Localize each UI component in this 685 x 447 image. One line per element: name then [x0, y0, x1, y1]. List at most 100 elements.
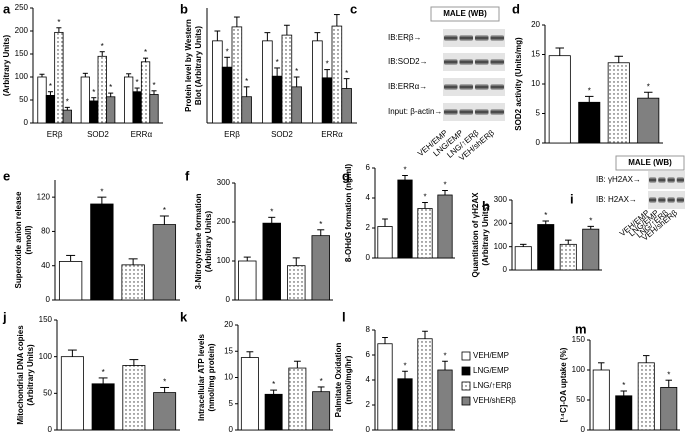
significance-star: * — [226, 47, 229, 56]
y-tick-label: 100 — [15, 72, 29, 81]
x-tick-label: ERRα — [321, 130, 343, 139]
y-tick-label: 300 — [494, 195, 508, 204]
bar — [437, 369, 453, 431]
bar — [377, 226, 393, 259]
bar — [578, 101, 601, 144]
y-tick-label: 0 — [366, 425, 371, 434]
y-tick-label: 6 — [366, 350, 371, 359]
bar — [122, 365, 146, 431]
blot-band — [475, 84, 489, 90]
blot-band — [676, 177, 684, 183]
blot-band — [676, 197, 684, 203]
blot-header-box — [615, 155, 685, 171]
y-tick-label: 8 — [366, 325, 371, 334]
bar — [152, 224, 177, 301]
y-tick-label: 0 — [48, 425, 53, 434]
significance-star: * — [276, 58, 279, 67]
y-tick-label: 10 — [531, 79, 540, 88]
legend-swatch — [461, 351, 471, 361]
x-tick-label: SOD2 — [87, 130, 109, 139]
bar — [397, 179, 413, 259]
bar — [140, 61, 151, 124]
significance-star: * — [102, 368, 105, 377]
bar — [124, 76, 134, 124]
y-axis-title: 3-Nitrotyrosine formation — [194, 193, 203, 289]
y-axis-title: Protein level by Western — [184, 19, 193, 112]
y-tick-label: 50 — [43, 388, 52, 397]
panel-label: l — [342, 309, 346, 324]
bar — [341, 88, 352, 124]
legend-swatch — [461, 396, 471, 406]
y-axis-title: (Arbitrary Units) — [204, 210, 213, 272]
bar — [238, 260, 257, 301]
blot-row-label: IB: H2AX→ — [596, 195, 637, 204]
significance-star: * — [49, 82, 52, 91]
significance-star: * — [622, 381, 625, 390]
bar — [397, 378, 413, 431]
y-tick-label: 5 — [536, 109, 541, 118]
bar — [45, 95, 56, 124]
significance-star: * — [109, 83, 112, 92]
significance-star: * — [647, 82, 650, 91]
y-axis-title: (Arbitrary Units) — [2, 34, 11, 96]
y-tick-label: 150 — [15, 49, 29, 58]
significance-star: * — [295, 67, 298, 76]
significance-star: * — [163, 378, 166, 387]
blot-strip — [648, 171, 685, 189]
bar — [89, 100, 99, 124]
y-tick-label: 2 — [366, 223, 371, 232]
panel-label: c — [350, 1, 357, 16]
significance-star: * — [144, 48, 147, 57]
bar — [288, 367, 307, 431]
significance-star: * — [272, 380, 275, 389]
significance-star: * — [443, 181, 446, 190]
y-tick-label: 50 — [19, 95, 28, 104]
y-tick-label: 200 — [15, 26, 29, 35]
significance-star: * — [163, 206, 166, 215]
y-tick-label: 250 — [15, 3, 29, 12]
blot-row-label: Input: β-actin→ — [388, 107, 442, 116]
significance-star: * — [589, 216, 592, 225]
y-axis-title: Intracellular ATP levels — [197, 333, 206, 421]
blot-band — [490, 59, 504, 65]
blot-strip — [443, 53, 505, 71]
bar — [514, 246, 532, 271]
bar — [90, 203, 114, 301]
bar — [559, 243, 577, 271]
y-tick-label: 0 — [226, 295, 231, 304]
panel-label: k — [180, 309, 188, 324]
legend-label: VEH/shERβ — [473, 396, 516, 405]
bar — [212, 40, 223, 124]
blot-header-box — [430, 6, 500, 22]
x-tick-label: ERβ — [224, 130, 240, 139]
panel-label: f — [185, 168, 190, 183]
bar — [262, 222, 281, 301]
blot-band — [459, 109, 473, 115]
x-tick-label: SOD2 — [271, 130, 293, 139]
bar — [58, 261, 83, 301]
bar — [417, 338, 433, 431]
bar — [221, 66, 233, 124]
y-tick-label: 4 — [366, 375, 371, 384]
y-axis-title: Blot (Arbitrary Units) — [194, 26, 203, 105]
bar — [153, 392, 177, 431]
significance-star: * — [403, 166, 406, 175]
bar — [149, 94, 159, 124]
y-tick-label: 100 — [494, 242, 508, 251]
y-tick-label: 20 — [224, 320, 233, 329]
bar — [660, 386, 678, 431]
significance-star: * — [345, 69, 348, 78]
bar — [241, 96, 252, 124]
x-tick-label: ERβ — [47, 130, 63, 139]
y-axis-title: Quantitation of γH2AX — [471, 192, 480, 278]
blot-band — [667, 177, 675, 183]
y-tick-label: 150 — [572, 335, 586, 344]
blot-row-label: IB: γH2AX→ — [596, 175, 641, 184]
blot-band — [444, 35, 458, 41]
y-tick-label: 5 — [229, 399, 234, 408]
blot-strip — [443, 78, 505, 96]
significance-star: * — [136, 78, 139, 87]
bar — [287, 265, 306, 301]
bar — [437, 194, 453, 259]
bar — [615, 395, 633, 431]
